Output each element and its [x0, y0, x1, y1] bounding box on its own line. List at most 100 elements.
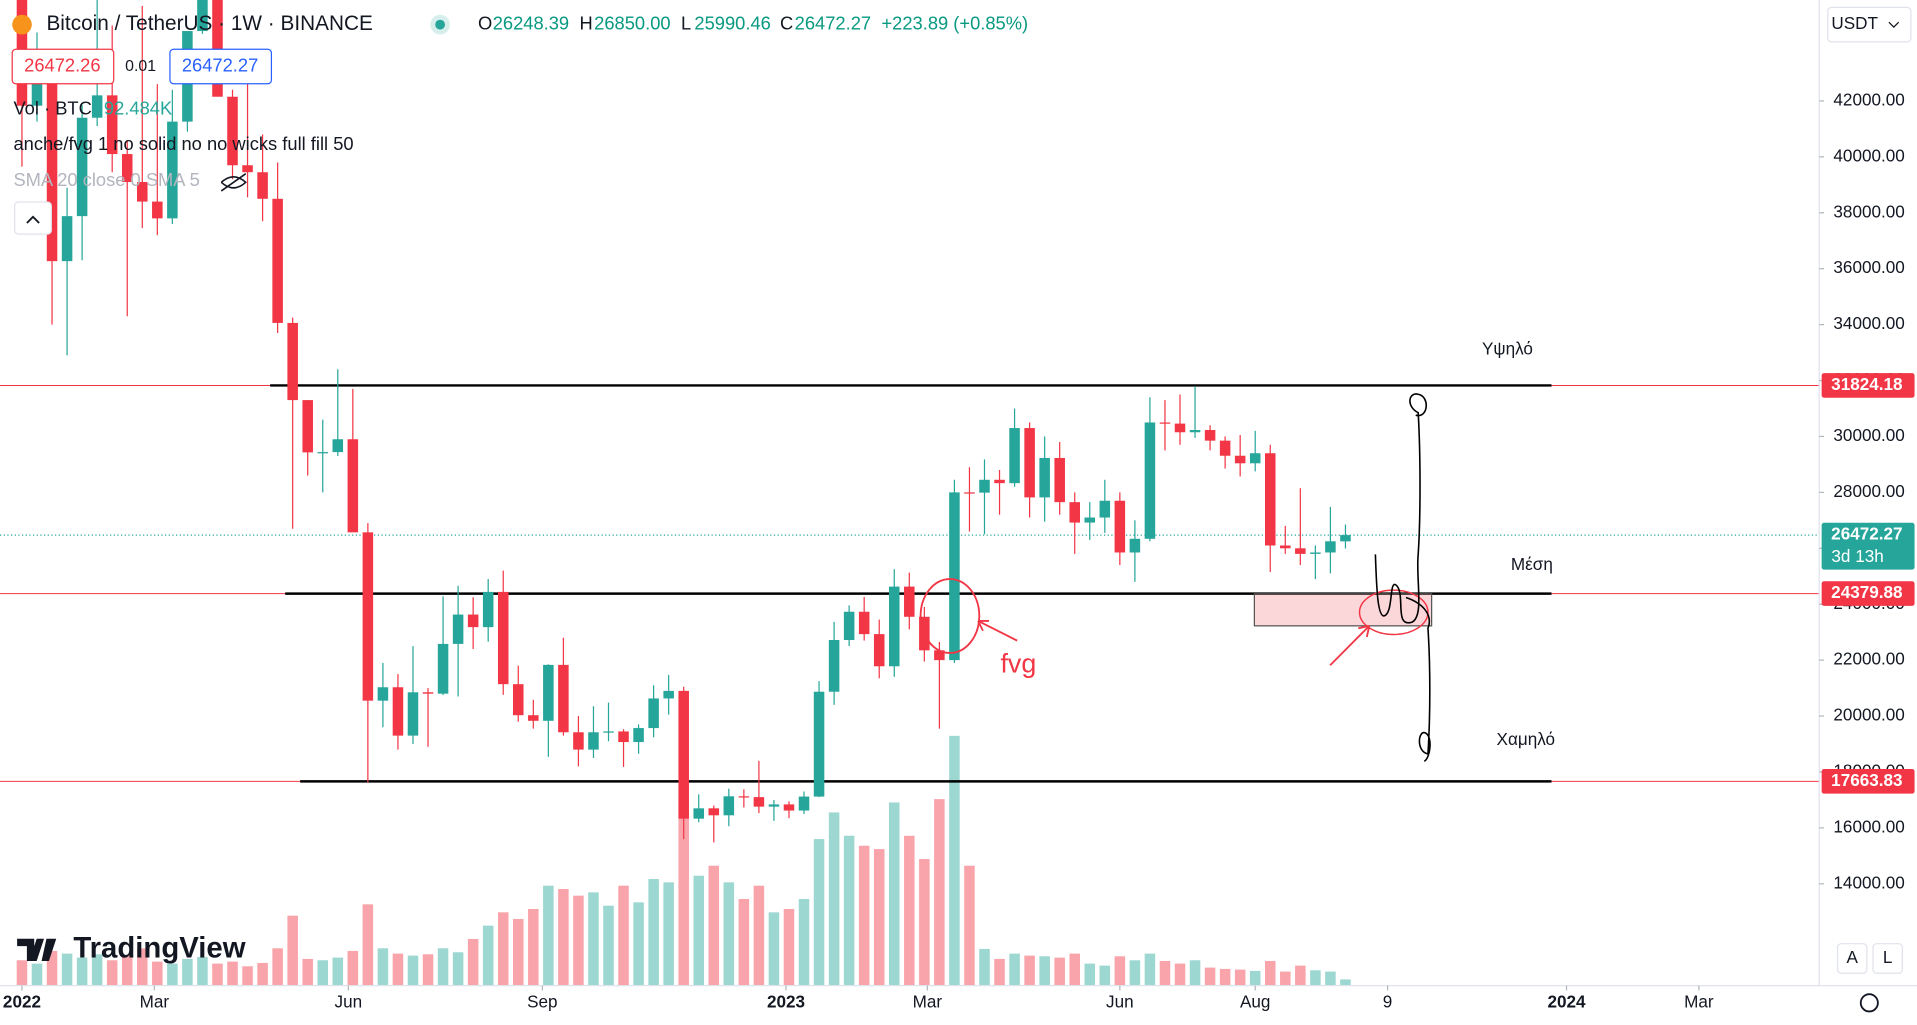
volume-bar [1174, 963, 1186, 986]
volume-bar [332, 957, 344, 986]
y-tick-label: 30000.00 [1833, 425, 1904, 445]
price-level-tag [1821, 769, 1915, 794]
candle-body [858, 611, 870, 635]
sell-box[interactable] [11, 48, 115, 85]
volume-bar [317, 960, 329, 986]
volume-bar [1159, 960, 1171, 986]
candle-body [558, 664, 569, 733]
volume-bar [798, 899, 810, 986]
candle-body [783, 804, 795, 811]
candle-body [272, 198, 283, 323]
volume-bar [543, 885, 554, 986]
volume-bar [212, 963, 223, 986]
candle-body [1039, 457, 1050, 498]
volume-bar [106, 960, 118, 986]
fvg-circle [919, 578, 981, 654]
candle-body [46, 70, 58, 262]
hand-drawing [1405, 596, 1431, 763]
volume-bar [227, 961, 238, 986]
volume-bar [1219, 968, 1231, 986]
candle-body [843, 611, 855, 640]
price-level-label: 17663.83 [1831, 770, 1902, 790]
volume-bar [1024, 955, 1035, 986]
volume-bar [152, 961, 163, 986]
volume-bar [91, 954, 103, 986]
candle-body [317, 452, 329, 454]
indicator-legend: SMA 20 close 0 SMA 5 [13, 169, 199, 190]
candle-body [1204, 430, 1216, 441]
candle-body [543, 664, 554, 721]
candle-body [573, 732, 584, 750]
candle-body [1159, 422, 1171, 424]
volume-bar [723, 882, 735, 986]
candle-body [813, 691, 825, 797]
y-tick-label: 38000.00 [1833, 201, 1904, 221]
annotation: Μέση [1511, 554, 1553, 574]
hand-drawing [1374, 393, 1427, 624]
price-level-tag [1821, 373, 1915, 398]
x-tick-label: 2022 [3, 991, 41, 1011]
candle-body [1325, 541, 1336, 553]
candle-body [663, 690, 674, 699]
candle-body [407, 692, 419, 736]
last-price-label: 26472.27 [1831, 524, 1902, 544]
candle-body [1009, 428, 1020, 484]
candle-body [1219, 440, 1231, 456]
x-tick-label: 9 [1383, 991, 1393, 1011]
buy-box[interactable] [169, 48, 273, 85]
candle-body [497, 591, 509, 685]
candle-body [1249, 453, 1261, 464]
candle-body [528, 715, 539, 721]
volume-bar [31, 963, 43, 986]
candle-body [302, 400, 313, 453]
x-tick-label: Mar [913, 991, 943, 1011]
zone-circle [1358, 589, 1429, 636]
candle-body [392, 687, 404, 736]
volume-bar [919, 859, 930, 986]
log-button[interactable] [1872, 943, 1903, 974]
volume-legend-value: 92.484K [104, 97, 173, 118]
volume-bar [528, 908, 539, 986]
ohlc-value: 26248.39 [493, 12, 569, 33]
currency-dropdown[interactable] [1827, 6, 1912, 43]
volume-bar [513, 918, 524, 986]
candle-body [347, 439, 359, 533]
price-level-tag [1821, 581, 1915, 606]
candle-body [197, 0, 208, 32]
x-tick-label: 2024 [1547, 991, 1586, 1011]
volume-bar [272, 948, 283, 986]
candle-body [1280, 545, 1291, 549]
volume-bar [452, 952, 464, 986]
volume-bar [242, 966, 253, 986]
candle-body [1189, 430, 1201, 433]
x-tick-label: Jun [335, 991, 363, 1011]
candle-body [152, 201, 163, 219]
candle-body [452, 614, 464, 644]
x-tick-label: Mar [140, 991, 170, 1011]
dropdown-arrow [1888, 21, 1900, 28]
candle-body [964, 492, 975, 494]
volume-bar [46, 950, 58, 986]
log-label: L [1883, 947, 1893, 967]
volume-bar [753, 885, 765, 986]
volume-layer [16, 735, 1351, 986]
candle-body [873, 634, 885, 667]
x-tick-label: Jun [1106, 991, 1134, 1011]
volume-bar [1114, 956, 1126, 986]
settings-icon[interactable] [1859, 993, 1879, 1013]
hide-icon[interactable] [220, 173, 247, 192]
candle-body [1129, 538, 1141, 553]
candle-body [422, 692, 434, 694]
volume-bar [1204, 967, 1216, 986]
x-tick-label: Mar [1684, 991, 1714, 1011]
symbol[interactable]: Bitcoin / TetherUS · 1W · BINANCE [46, 12, 372, 35]
candle-body [753, 797, 765, 807]
candle-body [603, 731, 614, 733]
candle-body [1084, 517, 1096, 523]
volume-bar [1069, 953, 1080, 986]
candle-body [242, 165, 253, 173]
candle-body [678, 690, 689, 819]
y-tick-label: 36000.00 [1833, 257, 1904, 277]
auto-button[interactable] [1836, 943, 1868, 974]
candle-body [287, 322, 298, 401]
